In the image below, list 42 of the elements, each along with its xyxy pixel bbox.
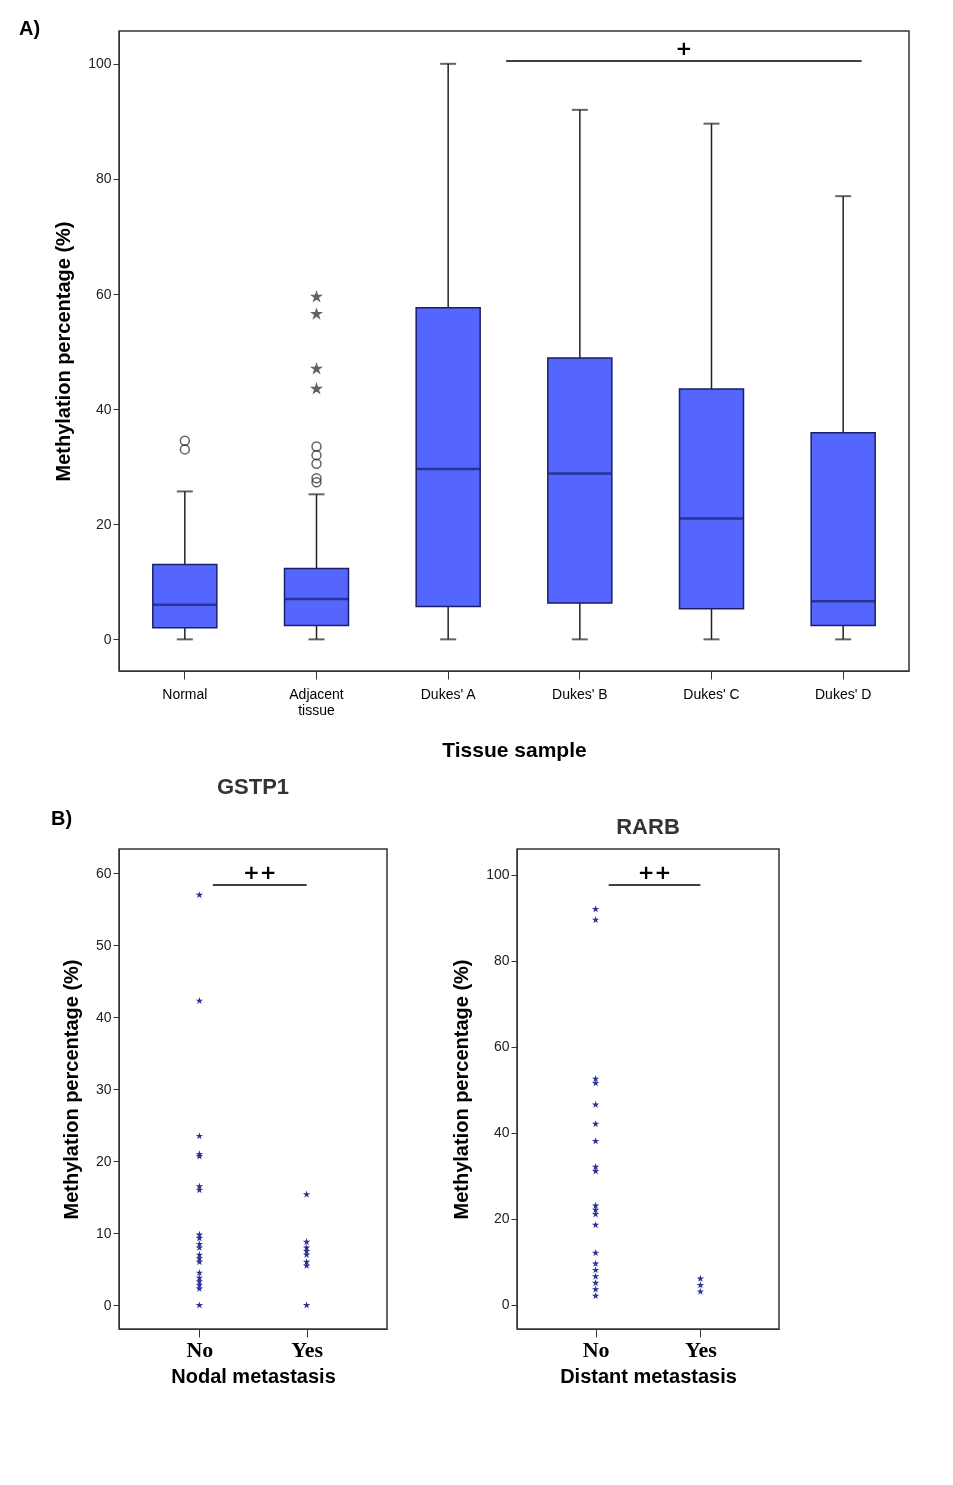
x-tick-label: Yes — [685, 1336, 718, 1362]
x-tick-label: Adjacent tissue — [289, 685, 344, 718]
y-tick-label: 0 — [501, 1296, 510, 1313]
y-tick-label: 10 — [95, 1224, 112, 1241]
y-tick-label: 0 — [103, 630, 112, 647]
text: A) — [19, 17, 41, 39]
y-tick-label: 80 — [95, 170, 112, 187]
y-tick-label: 20 — [95, 515, 112, 532]
y-tick-label: 80 — [493, 952, 510, 969]
x-axis-title: Nodal metastasis — [171, 1364, 336, 1387]
y-tick-label: 50 — [95, 936, 112, 953]
y-axis-title: Methylation percentage (%) — [52, 221, 75, 482]
y-axis-title: Methylation percentage (%) — [450, 959, 473, 1220]
x-tick-label: Dukes' D — [814, 685, 872, 702]
x-tick-label: Yes — [291, 1336, 324, 1362]
y-tick-label: 100 — [88, 55, 112, 72]
y-tick-label: 100 — [486, 866, 510, 883]
text: B) — [51, 807, 73, 829]
chart-title: RARB — [616, 814, 680, 839]
x-tick-label: Normal — [162, 685, 208, 702]
chart-title: GSTP1 — [216, 774, 290, 799]
x-tick-label: Dukes' B — [552, 685, 608, 702]
x-tick-label: Dukes' C — [683, 685, 740, 702]
y-tick-label: 20 — [95, 1152, 112, 1169]
y-tick-label: 20 — [493, 1210, 510, 1227]
annotation: + — [675, 36, 693, 60]
y-tick-label: 60 — [95, 285, 112, 302]
annotation: ++ — [242, 860, 277, 884]
x-tick-label: Dukes' A — [420, 685, 477, 702]
y-tick-label: 60 — [95, 864, 112, 881]
y-tick-label: 40 — [95, 400, 112, 417]
annotation: ++ — [637, 860, 672, 884]
y-tick-label: 0 — [103, 1296, 112, 1313]
y-axis-title: Methylation percentage (%) — [59, 959, 82, 1220]
x-tick-label: No — [186, 1336, 214, 1362]
y-tick-label: 40 — [493, 1124, 510, 1141]
x-axis-title: Tissue sample — [442, 737, 587, 761]
x-axis-title: Distant metastasis — [560, 1364, 737, 1387]
x-tick-label: No — [582, 1336, 610, 1362]
y-tick-label: 30 — [95, 1080, 112, 1097]
y-tick-label: 40 — [95, 1008, 112, 1025]
y-tick-label: 60 — [493, 1038, 510, 1055]
